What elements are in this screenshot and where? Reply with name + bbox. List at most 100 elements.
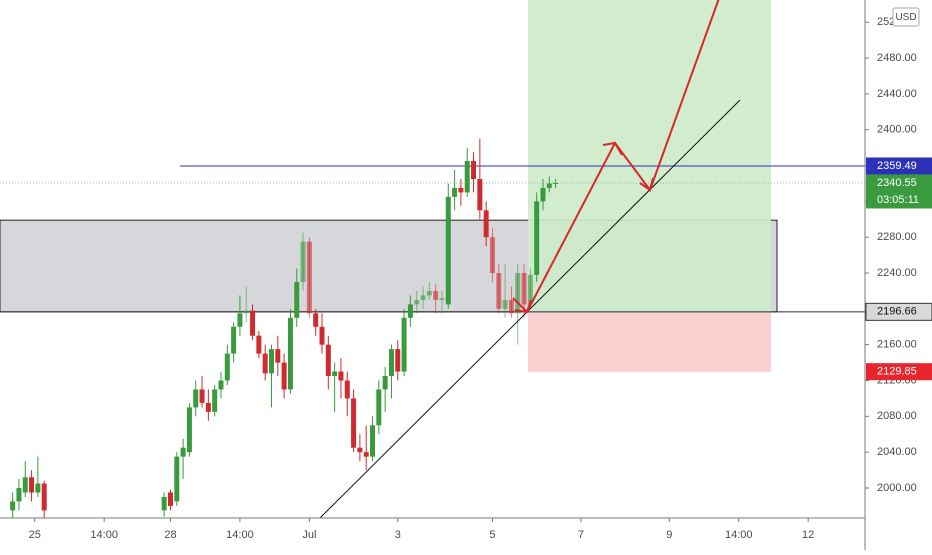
candle-body — [489, 237, 495, 274]
candle-body — [464, 161, 470, 193]
price-badge-label: 2340.55 — [877, 177, 917, 189]
candle-body — [420, 295, 426, 300]
candle-body — [439, 298, 445, 300]
price-badge-label: 2196.66 — [877, 306, 917, 318]
candle-body — [167, 492, 173, 506]
candle-body — [445, 196, 451, 305]
x-tick-label: 3 — [395, 529, 401, 541]
x-tick-label: 5 — [489, 529, 495, 541]
candle-body — [22, 477, 28, 493]
arrow-head — [514, 299, 532, 314]
x-tick-label: 7 — [578, 529, 584, 541]
candle-body — [508, 299, 514, 314]
candles — [10, 138, 559, 518]
candle-body — [325, 344, 331, 377]
x-tick-label: 25 — [29, 529, 41, 541]
candle-body — [357, 447, 363, 453]
y-tick-label: 2080.00 — [877, 410, 917, 422]
x-tick-label: 14:00 — [226, 529, 254, 541]
candle-body — [338, 371, 344, 381]
x-tick-label: 14:00 — [725, 529, 753, 541]
candle-body — [35, 483, 41, 493]
y-tick-label: 2160.00 — [877, 339, 917, 351]
candle-body — [10, 501, 16, 511]
candle-body — [344, 380, 350, 399]
candle-body — [515, 273, 521, 314]
y-tick-label: 2280.00 — [877, 231, 917, 243]
x-tick-label: Jul — [302, 529, 316, 541]
zone — [528, 0, 771, 312]
x-tick-label: 9 — [666, 529, 672, 541]
candle-body — [268, 349, 274, 374]
candle-body — [534, 201, 540, 275]
x-tick-label: 28 — [164, 529, 176, 541]
candle-body — [243, 310, 249, 314]
candle-body — [496, 273, 502, 309]
drawings — [319, 0, 741, 518]
candle-body — [363, 452, 369, 457]
candle-body — [351, 398, 357, 448]
candle-body — [313, 313, 319, 327]
candle-body — [471, 161, 477, 179]
price-badges: 2359.49 2340.55 03:05:11 2196.66 2129.85 — [865, 157, 932, 381]
candle-body — [414, 299, 420, 305]
candle-body — [407, 304, 413, 318]
x-tick-label: 12 — [802, 529, 814, 541]
candle-body — [250, 310, 256, 336]
candle-body — [262, 353, 268, 374]
x-tick-label: 14:00 — [90, 529, 118, 541]
candle-body — [426, 290, 432, 296]
price-badge-label: 2359.49 — [877, 160, 917, 172]
candle-body — [205, 402, 211, 412]
candle-body — [300, 241, 306, 282]
price-lines — [0, 165, 865, 313]
candle-body — [281, 362, 287, 390]
candle-body — [433, 290, 439, 300]
candle-body — [41, 483, 47, 511]
currency[interactable]: USD — [895, 12, 916, 23]
countdown: 03:05:11 — [877, 194, 919, 206]
candle-body — [388, 349, 394, 377]
arrow-head — [639, 177, 654, 192]
price-badge — [865, 302, 932, 321]
y-tick-label: 2000.00 — [877, 482, 917, 494]
candle-body — [186, 407, 192, 453]
y-tick-label: 2040.00 — [877, 446, 917, 458]
candle-body — [382, 376, 388, 390]
candle-body — [199, 389, 205, 403]
candle-body — [294, 281, 300, 318]
price-badge — [866, 157, 932, 175]
y-tick-label: 2480.00 — [877, 52, 917, 64]
candle-body — [483, 210, 489, 238]
y-tick-label: 2440.00 — [877, 88, 917, 100]
candle-body — [16, 487, 22, 502]
candle-body — [193, 389, 199, 408]
candle-body — [540, 187, 546, 202]
arrow-head — [602, 141, 623, 156]
zone — [528, 311, 771, 372]
candle-body — [218, 380, 224, 390]
currency-box[interactable] — [892, 7, 920, 27]
candle-body — [231, 326, 237, 354]
trend-line — [319, 99, 741, 518]
candle-body — [161, 496, 167, 511]
candle-body — [553, 182, 559, 184]
candle-body — [29, 477, 35, 493]
price-badge — [866, 174, 932, 209]
candle-body — [319, 326, 325, 345]
candle-body — [395, 349, 401, 372]
candle-body — [477, 178, 483, 211]
candle-body — [180, 447, 186, 457]
candle-body — [521, 273, 527, 305]
candle-body — [527, 274, 533, 305]
candle-body — [224, 353, 230, 381]
candle-body — [401, 317, 407, 372]
candle-body — [458, 187, 464, 193]
candle-body — [287, 317, 293, 390]
candle-body — [212, 389, 218, 412]
candle-body — [237, 313, 243, 327]
candle-body — [376, 389, 382, 426]
y-tick-label: 2400.00 — [877, 124, 917, 136]
